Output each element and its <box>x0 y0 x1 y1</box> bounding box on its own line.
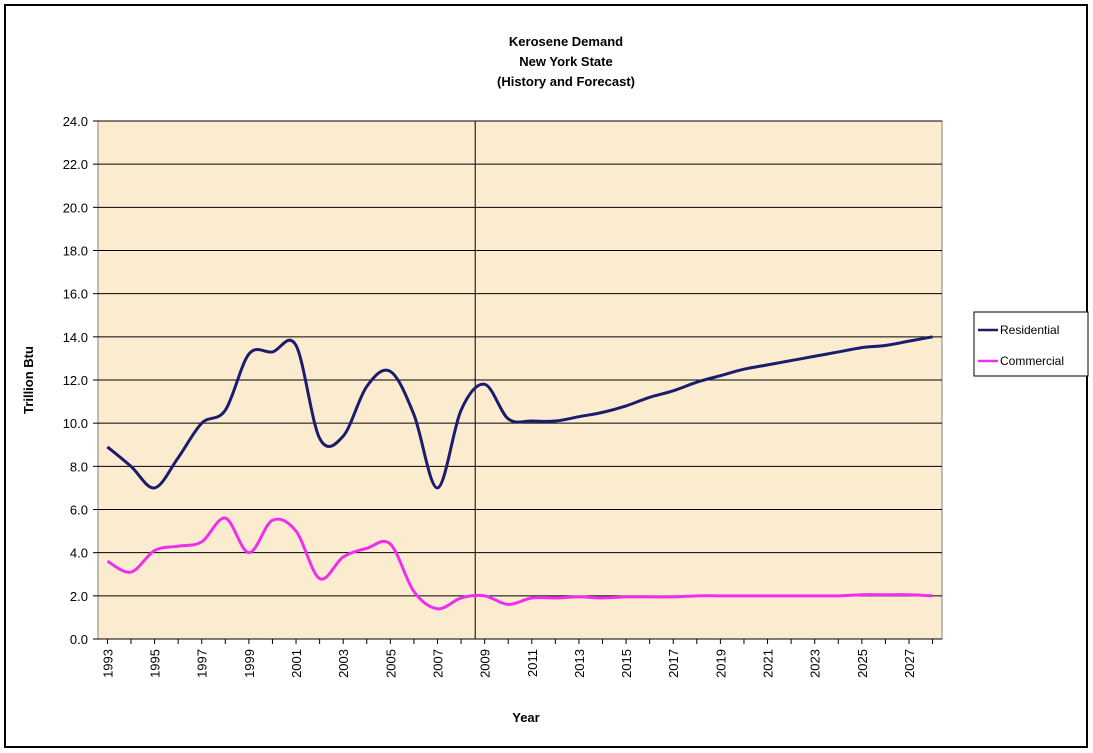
x-tick-label: 2025 <box>855 649 870 678</box>
gridlines <box>98 120 942 640</box>
x-tick-label: 2017 <box>666 649 681 678</box>
x-tick-label: 2015 <box>619 649 634 678</box>
y-axis-title: Trillion Btu <box>21 346 36 414</box>
series-line-commercial <box>106 516 933 611</box>
legend-label-commercial: Commercial <box>1000 354 1064 368</box>
chart-title-line-3: (History and Forecast) <box>497 74 635 89</box>
x-tick-label: 2001 <box>289 649 304 678</box>
chart-title-line-2: New York State <box>519 54 612 69</box>
y-tick-label: 8.0 <box>70 459 88 474</box>
y-tick-label: 12.0 <box>63 373 88 388</box>
x-axis-title: Year <box>512 710 539 725</box>
x-tick-label: 2003 <box>336 649 351 678</box>
chart-title-line-1: Kerosene Demand <box>509 34 623 49</box>
y-tick-label: 6.0 <box>70 503 88 518</box>
x-tick-label: 2009 <box>478 649 493 678</box>
x-tick-label: 1999 <box>242 649 257 678</box>
y-tick-label: 2.0 <box>70 589 88 604</box>
y-tick-label: 20.0 <box>63 200 88 215</box>
x-tick-label: 1997 <box>195 649 210 678</box>
x-tick-label: 2027 <box>902 649 917 678</box>
y-tick-label: 10.0 <box>63 416 88 431</box>
x-tick-label: 2023 <box>808 649 823 678</box>
x-tick-label: 2013 <box>572 649 587 678</box>
y-tick-label: 0.0 <box>70 632 88 647</box>
legend-box <box>973 311 1089 377</box>
y-tick-label: 14.0 <box>63 330 88 345</box>
series-line-residential <box>106 335 933 490</box>
x-tick-label: 2007 <box>430 649 445 678</box>
x-tick-label: 2021 <box>761 649 776 678</box>
series-lines <box>106 335 933 611</box>
x-tick-label: 1995 <box>148 649 163 678</box>
legend: Residential Commercial <box>973 311 1089 377</box>
x-tick-label: 2005 <box>383 649 398 678</box>
y-tick-label: 24.0 <box>63 114 88 129</box>
x-tick-label: 2019 <box>713 649 728 678</box>
y-axis-ticks: 0.0 2.0 4.0 6.0 8.0 10.0 12.0 14.0 16.0 18.0 20.0 2… <box>63 114 98 647</box>
x-tick-label: 2011 <box>525 649 540 677</box>
legend-label-residential: Residential <box>1000 323 1059 337</box>
chart-title: Kerosene Demand New York State (History … <box>497 34 635 89</box>
x-tick-label: 1993 <box>100 649 115 678</box>
y-tick-label: 16.0 <box>63 287 88 302</box>
y-tick-label: 22.0 <box>63 157 88 172</box>
x-axis-ticks: 1993 1995 1997 1999 2001 2003 2005 2007 2009 2011… <box>100 639 934 678</box>
y-tick-label: 18.0 <box>63 244 88 259</box>
y-tick-label: 4.0 <box>70 546 88 561</box>
